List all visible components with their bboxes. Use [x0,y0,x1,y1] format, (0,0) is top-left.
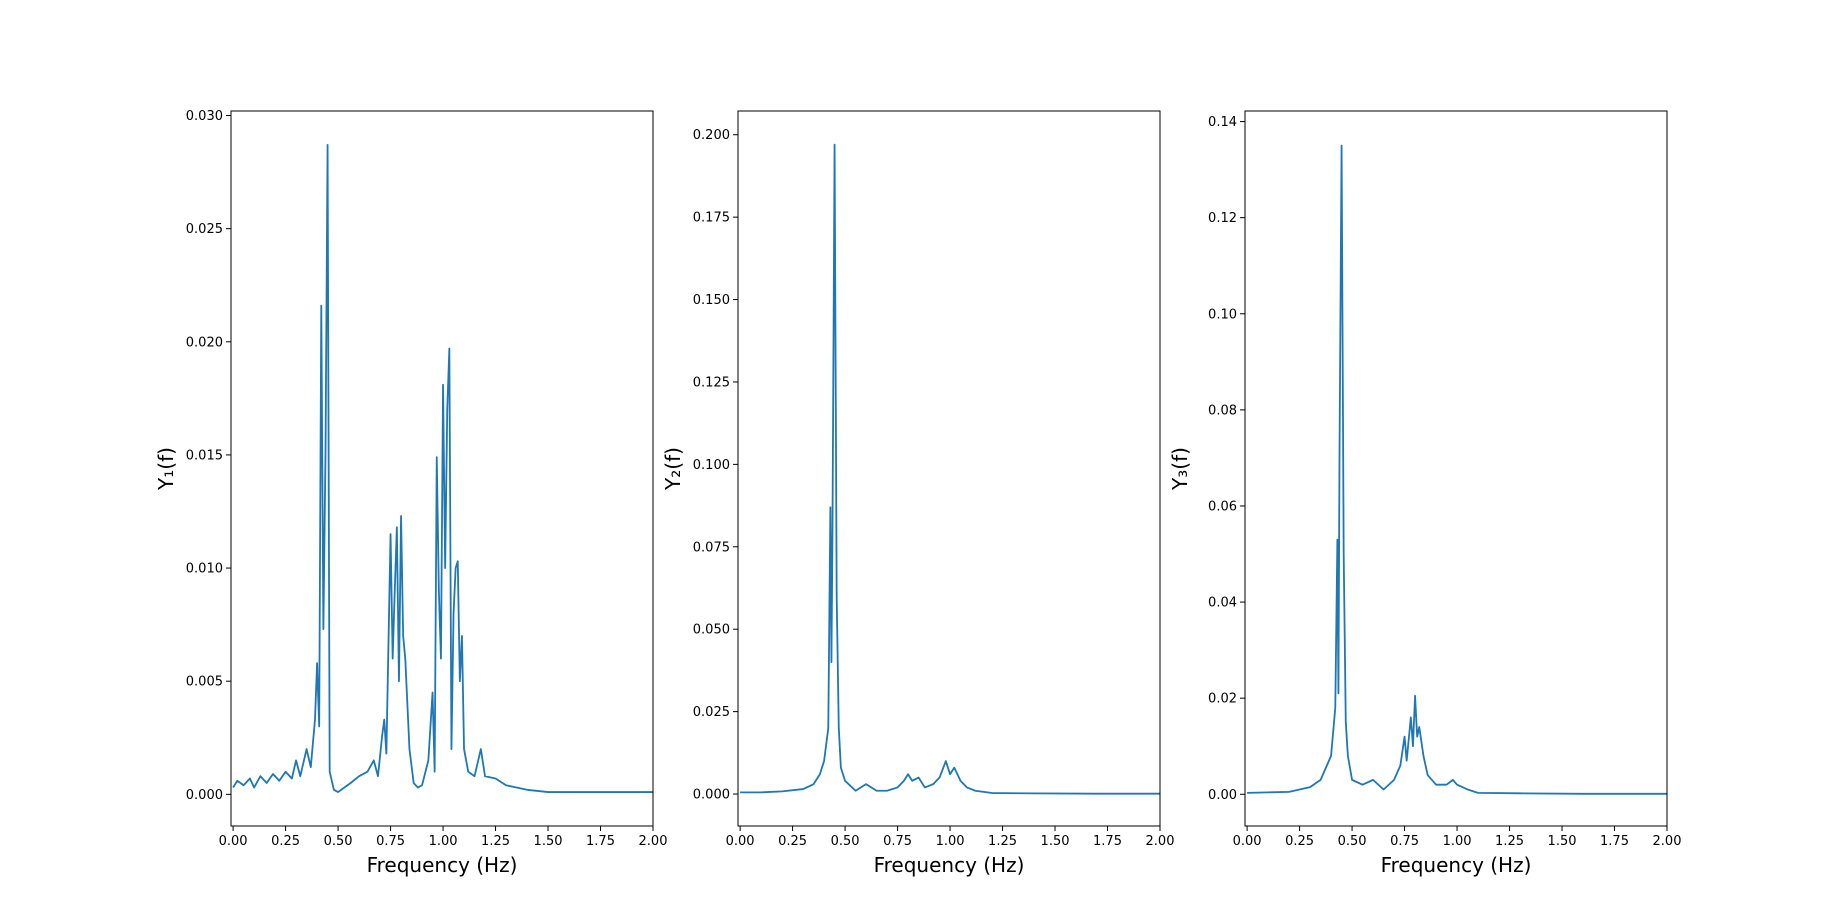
x-tick-label: 0.75 [1390,834,1419,849]
y-tick-label: 0.200 [693,128,730,143]
x-tick-label: 0.25 [1285,834,1314,849]
y-axis-label: Y₁(f) [154,447,178,491]
x-tick-label: 1.25 [1495,834,1524,849]
x-tick-label: 0.50 [1338,834,1367,849]
x-tick-label: 1.00 [429,834,458,849]
data-line [1247,144,1667,795]
y-tick-label: 0.000 [693,788,730,803]
x-tick-label: 0.75 [883,834,912,849]
x-tick-label: 0.00 [219,834,248,849]
plot-frame [230,110,654,827]
x-tick-label: 1.75 [586,834,615,849]
y-tick-label: 0.08 [1208,403,1237,418]
y-tick-label: 0.030 [186,109,223,124]
y-tick-label: 0.000 [186,788,223,803]
y-tick-label: 0.175 [693,211,730,226]
x-tick-label: 0.50 [324,834,353,849]
y-tick-label: 0.12 [1208,211,1237,226]
x-tick-label: 0.50 [831,834,860,849]
y-axis-label: Y₂(f) [661,447,685,491]
x-tick-label: 1.50 [1548,834,1577,849]
y-tick-label: 0.025 [186,222,223,237]
y-tick-label: 0.015 [186,448,223,463]
y-tick-label: 0.010 [186,562,223,577]
y-tick-label: 0.125 [693,375,730,390]
x-axis-label: Frequency (Hz) [874,853,1025,877]
x-tick-label: 2.00 [1653,834,1682,849]
data-line [232,144,653,793]
x-tick-label: 1.00 [1443,834,1472,849]
x-tick-label: 0.75 [376,834,405,849]
x-tick-label: 1.75 [1093,834,1122,849]
x-tick-label: 1.50 [534,834,563,849]
x-tick-label: 1.75 [1600,834,1629,849]
y-tick-label: 0.075 [693,540,730,555]
x-tick-label: 1.25 [988,834,1017,849]
y-tick-label: 0.14 [1208,115,1237,130]
x-tick-label: 0.25 [778,834,807,849]
y-tick-label: 0.050 [693,623,730,638]
y-tick-label: 0.06 [1208,499,1237,514]
x-tick-label: 0.00 [1233,834,1262,849]
x-tick-label: 0.25 [271,834,300,849]
x-tick-label: 2.00 [639,834,668,849]
y-tick-label: 0.10 [1208,307,1237,322]
y-tick-label: 0.005 [186,675,223,690]
y-axis-label: Y₃(f) [1168,447,1192,491]
x-tick-label: 2.00 [1146,834,1175,849]
y-tick-label: 0.100 [693,458,730,473]
x-tick-label: 1.25 [481,834,510,849]
y-tick-label: 0.02 [1208,692,1237,707]
y-tick-label: 0.020 [186,335,223,350]
y-tick-label: 0.150 [693,293,730,308]
x-axis-label: Frequency (Hz) [367,853,518,877]
y-tick-label: 0.00 [1208,788,1237,803]
data-line [740,143,1160,795]
y-tick-label: 0.025 [693,705,730,720]
plot-frame [737,110,1161,827]
plot-frame [1244,110,1668,827]
x-tick-label: 1.00 [936,834,965,849]
x-tick-label: 0.00 [726,834,755,849]
y-tick-label: 0.04 [1208,596,1237,611]
x-axis-label: Frequency (Hz) [1381,853,1532,877]
x-tick-label: 1.50 [1041,834,1070,849]
